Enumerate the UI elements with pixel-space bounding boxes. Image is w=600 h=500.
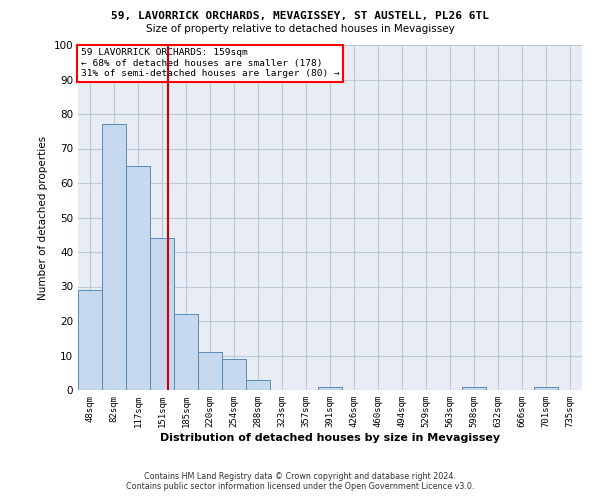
Y-axis label: Number of detached properties: Number of detached properties bbox=[38, 136, 48, 300]
Bar bbox=[462, 386, 486, 390]
Text: 59, LAVORRICK ORCHARDS, MEVAGISSEY, ST AUSTELL, PL26 6TL: 59, LAVORRICK ORCHARDS, MEVAGISSEY, ST A… bbox=[111, 11, 489, 21]
Text: 59 LAVORRICK ORCHARDS: 159sqm
← 68% of detached houses are smaller (178)
31% of : 59 LAVORRICK ORCHARDS: 159sqm ← 68% of d… bbox=[80, 48, 339, 78]
Bar bbox=[102, 124, 126, 390]
Bar bbox=[534, 386, 558, 390]
Bar bbox=[78, 290, 102, 390]
Bar bbox=[126, 166, 150, 390]
Bar bbox=[222, 359, 246, 390]
Bar bbox=[318, 386, 342, 390]
Bar bbox=[246, 380, 270, 390]
Bar bbox=[174, 314, 198, 390]
Text: Size of property relative to detached houses in Mevagissey: Size of property relative to detached ho… bbox=[146, 24, 454, 34]
Bar bbox=[150, 238, 174, 390]
X-axis label: Distribution of detached houses by size in Mevagissey: Distribution of detached houses by size … bbox=[160, 432, 500, 442]
Bar bbox=[198, 352, 222, 390]
Text: Contains HM Land Registry data © Crown copyright and database right 2024.
Contai: Contains HM Land Registry data © Crown c… bbox=[126, 472, 474, 491]
